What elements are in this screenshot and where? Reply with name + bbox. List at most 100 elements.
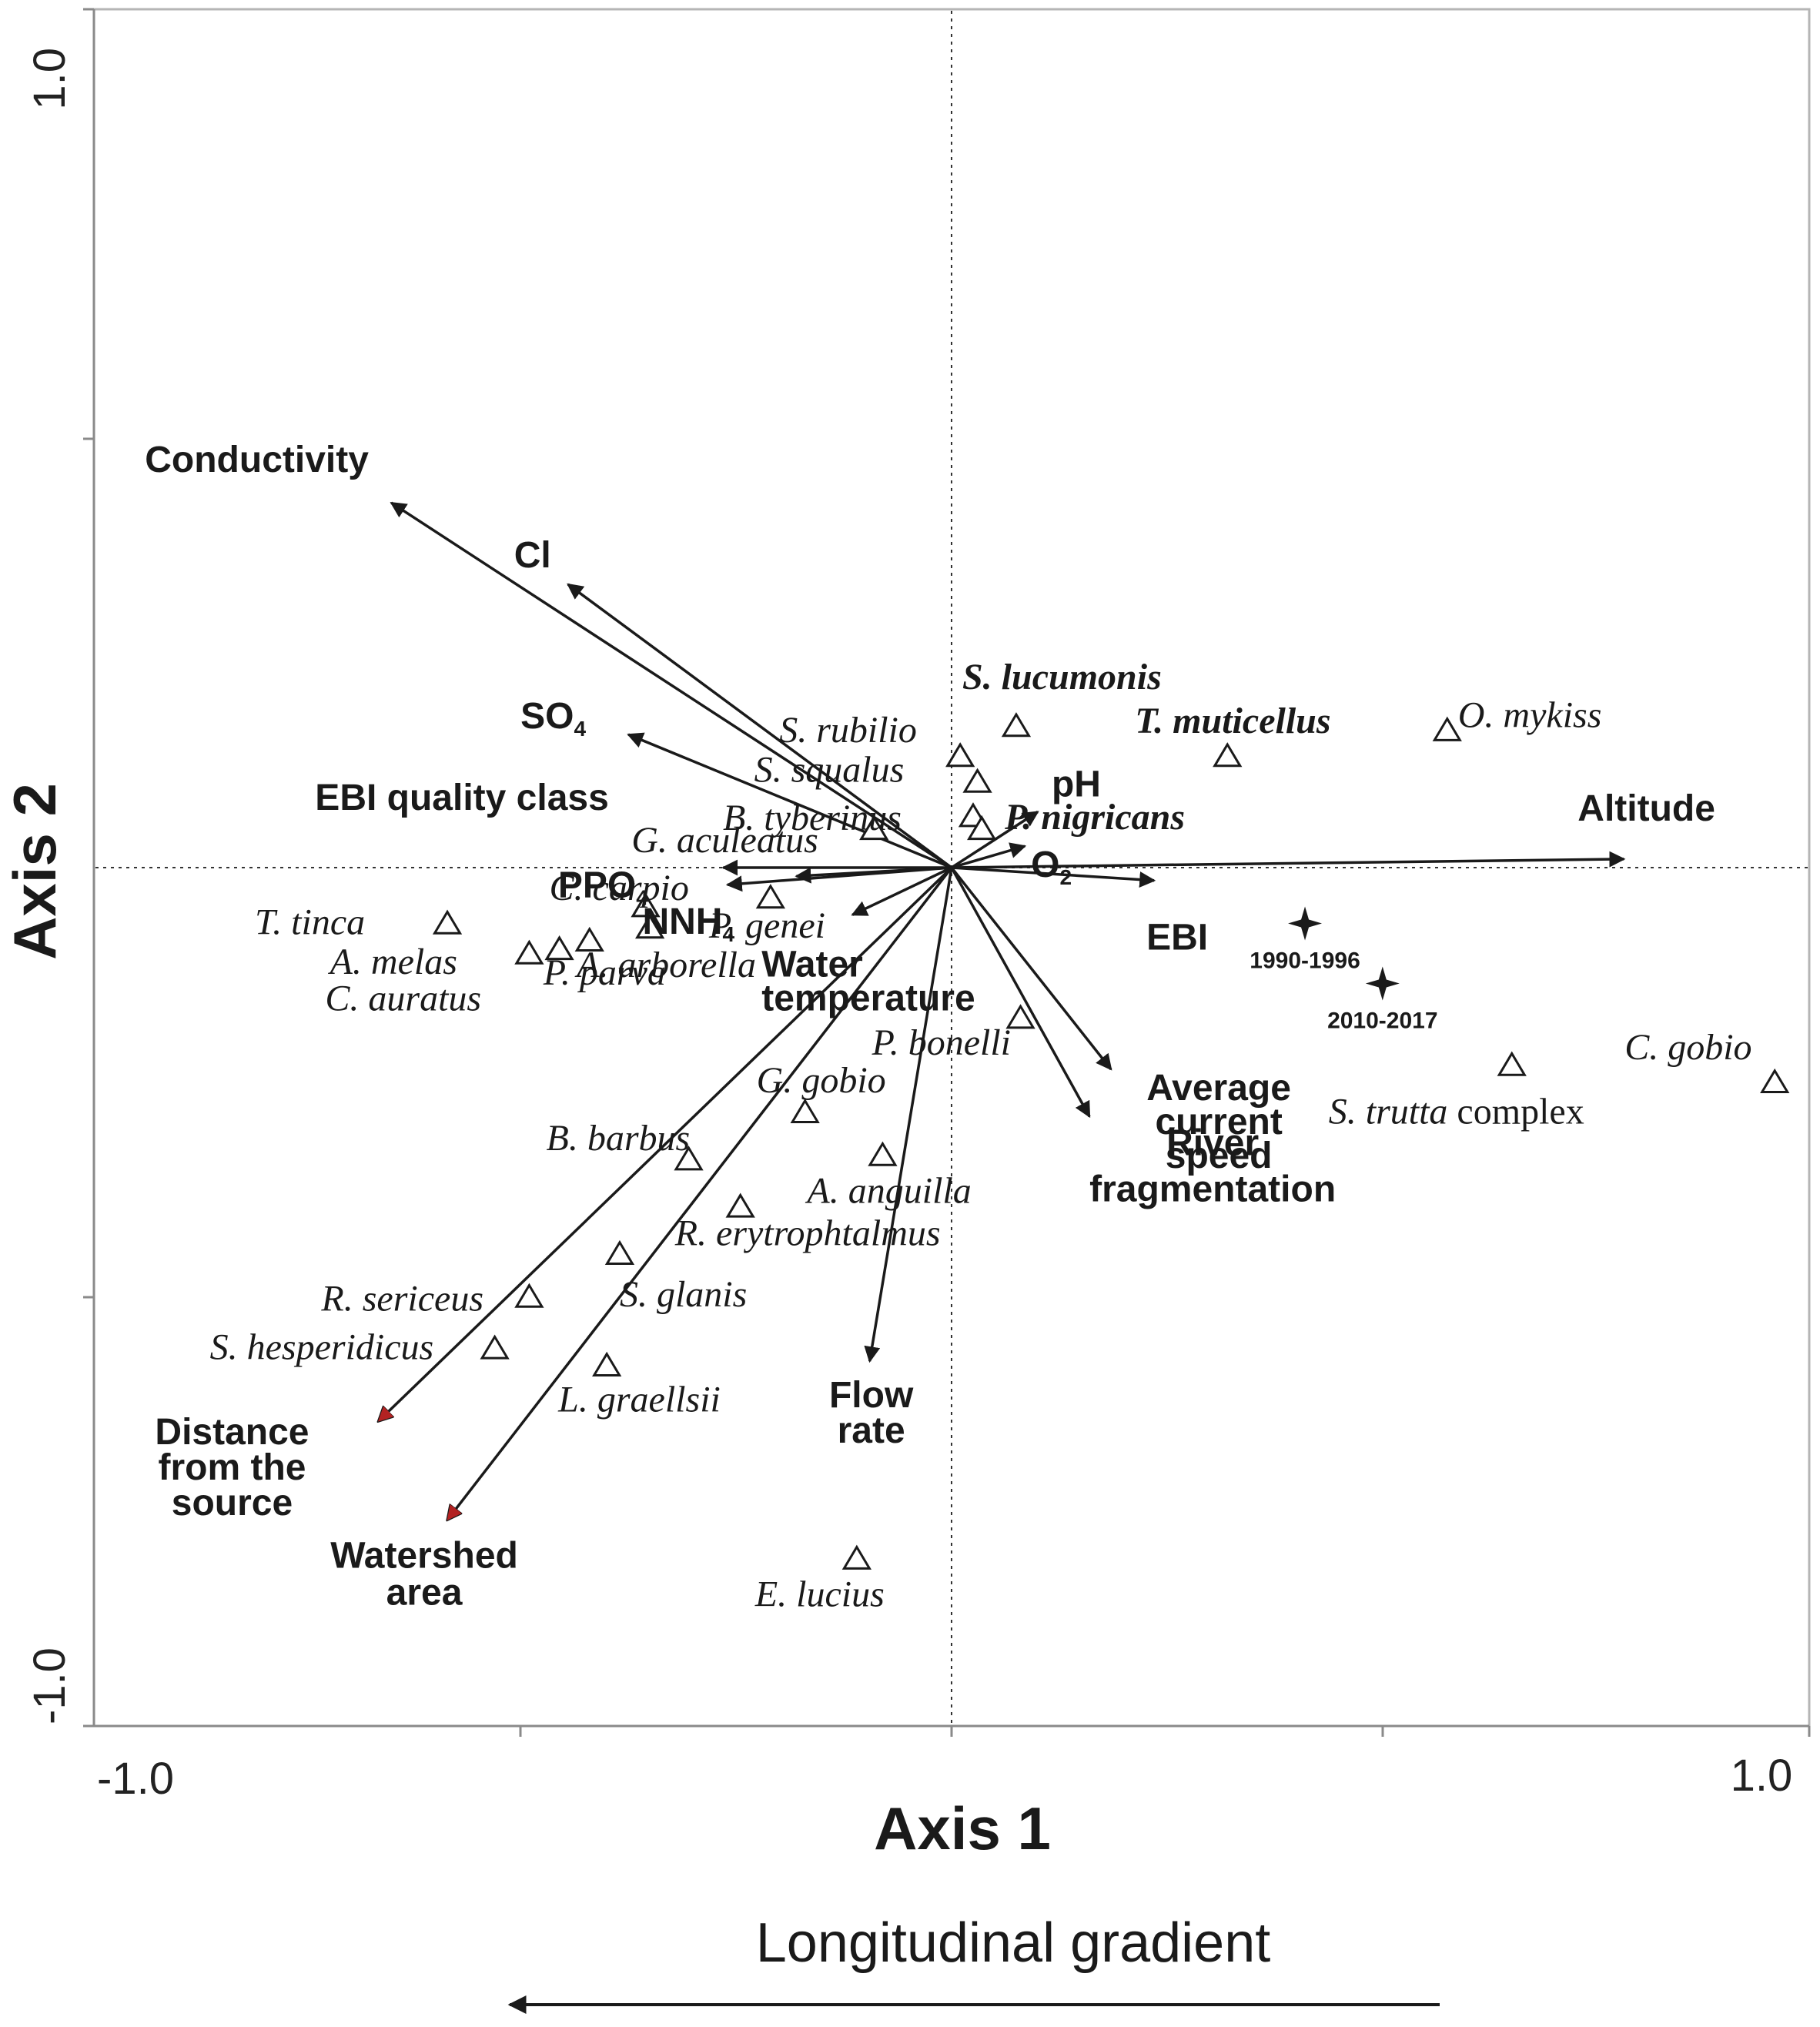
- species-point-e-lucius: [841, 1544, 872, 1570]
- species-label-name: E. lucius: [754, 1574, 885, 1615]
- gradient-label: Longitudinal gradient: [756, 1912, 1271, 1974]
- species-point-a-anguilla: [868, 1141, 898, 1166]
- x-tick-left: -1.0: [97, 1754, 174, 1804]
- species-label-p-bonelli: P. bonelli: [872, 1022, 1011, 1063]
- vector-label-subscript: 4: [574, 717, 587, 741]
- species-label-p-genei: P. genei: [708, 905, 825, 946]
- vector-watershed-area: [447, 866, 953, 1520]
- vector-label-average-current-speed: Average current speed: [1146, 1068, 1291, 1176]
- vector-label-line: fragmentation: [1089, 1169, 1336, 1209]
- vector-label-line: Water: [761, 944, 863, 985]
- x-tick-right: 1.0: [1731, 1751, 1793, 1801]
- species-label-p-nigricans: P. nigricans: [1004, 797, 1185, 838]
- species-label-name: S. rubilio: [779, 710, 917, 751]
- vector-label-line: speed: [1166, 1136, 1273, 1176]
- species-label-b-barbus: B. barbus: [547, 1118, 691, 1159]
- species-point-s-hesperidicus: [480, 1334, 510, 1360]
- species-point-b-barbus: [674, 1146, 704, 1171]
- vector-label-distance-from-the-source: Distance from the source: [155, 1412, 309, 1524]
- vector-flow-rate: [864, 867, 953, 1363]
- species-point-c-carpio: [631, 892, 661, 918]
- vector-label-line: rate: [838, 1410, 905, 1451]
- vector-label-subscript: 4: [636, 885, 648, 909]
- species-point-s-lucumonis: [1001, 712, 1032, 738]
- species-point-o-mykiss: [1432, 716, 1462, 741]
- x-axis-title: Axis 1: [874, 1795, 1051, 1862]
- species-label-name: P. bonelli: [872, 1022, 1011, 1063]
- species-point-g-gobio: [790, 1098, 820, 1124]
- species-label-name: A. anguilla: [805, 1171, 971, 1212]
- species-label-c-auratus: C. auratus: [325, 978, 481, 1019]
- vector-label-so4: SO4: [520, 696, 586, 741]
- species-point-c-gobio: [1760, 1068, 1790, 1093]
- species-label-name: A. melas: [328, 942, 457, 982]
- vector-label-watershed-area: Watershed area: [330, 1535, 518, 1613]
- vector-label-line: from the: [158, 1447, 306, 1488]
- species-label-name: S. trutta: [1329, 1091, 1448, 1132]
- species-label-c-gobio: C. gobio: [1624, 1027, 1751, 1068]
- species-label-r-sericeus: R. sericeus: [320, 1279, 483, 1320]
- vector-label-line: NNH: [642, 901, 722, 942]
- vector-label-o2: O2: [1031, 845, 1072, 889]
- vector-label-ph: pH: [1052, 764, 1101, 805]
- vector-label-line: Average: [1146, 1068, 1291, 1109]
- species-label-name: C. carpio: [550, 868, 689, 908]
- vector-river-fragmentation: [950, 867, 1091, 1119]
- species-label-s-trutta: S. trutta complex: [1329, 1091, 1584, 1132]
- species-point-r-erytrophtalmus: [725, 1192, 755, 1218]
- period-points: [1288, 906, 1400, 1001]
- species-label-name: S. glanis: [620, 1274, 747, 1315]
- species-label-name: P. parva: [543, 952, 666, 993]
- vector-label-line: source: [172, 1483, 293, 1524]
- species-label-name: R. erytrophtalmus: [674, 1213, 941, 1253]
- species-point-s-glanis: [604, 1239, 635, 1265]
- vector-label-line: pH: [1052, 764, 1101, 805]
- vector-ebi: [951, 866, 1156, 888]
- species-label-l-graellsii: L. graellsii: [557, 1380, 721, 1420]
- species-label-name: B. barbus: [547, 1118, 691, 1159]
- species-label-name: T. muticellus: [1135, 701, 1330, 741]
- species-point-p-nigricans: [967, 814, 997, 841]
- vector-label-flow-rate: Flow rate: [829, 1375, 914, 1451]
- y-tick-bottom: -1.0: [25, 1647, 75, 1724]
- species-point-s-squalus: [962, 768, 992, 793]
- species-label-name: G. aculeatus: [631, 820, 818, 861]
- species-label-t-tinca: T. tinca: [255, 901, 365, 942]
- vector-average-current-speed: [950, 866, 1112, 1071]
- period-label-2010-2017: 2010-2017: [1327, 1008, 1437, 1034]
- vector-label-line: O: [1031, 845, 1059, 885]
- vector-label-line: Altitude: [1577, 788, 1715, 829]
- species-point-p-bonelli: [1005, 1004, 1035, 1029]
- species-label-suffix: complex: [1447, 1091, 1584, 1132]
- species-point-g-aculeatus: [859, 814, 889, 841]
- species-label-r-erytrophtalmus: R. erytrophtalmus: [674, 1213, 941, 1253]
- species-label-a-anguilla: A. anguilla: [805, 1171, 971, 1212]
- vector-altitude: [951, 851, 1626, 869]
- vector-so4: [627, 732, 952, 869]
- vector-label-nnh4: NNH4: [642, 901, 734, 946]
- vector-label-line: area: [386, 1572, 463, 1613]
- species-label-s-rubilio: S. rubilio: [779, 710, 917, 751]
- vector-label-conductivity: Conductivity: [145, 440, 369, 480]
- species-label-name: P. nigricans: [1004, 797, 1185, 838]
- vector-label-line: Conductivity: [145, 440, 369, 480]
- vector-label-river-fragmentation: River fragmentation: [1089, 1122, 1336, 1209]
- vector-label-subscript: 4: [722, 922, 734, 946]
- vector-label-ppo4: PPO4: [558, 865, 648, 909]
- vector-label-line: Watershed: [330, 1535, 518, 1576]
- vector-label-water-temperature: Water temperature: [761, 944, 975, 1019]
- species-label-name: C. gobio: [1624, 1027, 1751, 1068]
- species-label-name: P. genei: [708, 905, 825, 946]
- species-label-s-squalus: S. squalus: [754, 750, 905, 791]
- species-point-p-genei: [755, 884, 786, 909]
- species-points: [432, 712, 1790, 1570]
- species-label-name: S. hesperidicus: [210, 1326, 434, 1367]
- species-label-name: T. tinca: [255, 901, 365, 942]
- vector-label-line: Cl: [514, 535, 551, 576]
- species-label-name: A. arborella: [574, 945, 756, 985]
- species-point-t-tinca: [432, 909, 463, 935]
- vector-label-cl: Cl: [514, 535, 551, 576]
- species-point-a-arborella: [635, 914, 665, 939]
- species-label-b-tyberinus: B. tyberinus: [723, 798, 902, 838]
